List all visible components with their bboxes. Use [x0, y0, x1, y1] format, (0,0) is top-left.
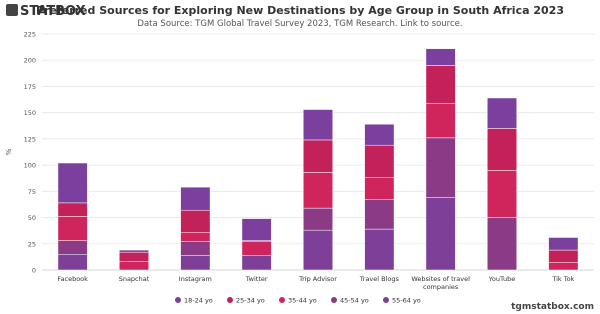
logo-icon: [6, 4, 18, 16]
legend-label[interactable]: 25-34 yo: [236, 297, 265, 305]
bar-segment[interactable]: [364, 144, 395, 178]
bar-segment[interactable]: [364, 123, 395, 146]
legend-label[interactable]: 35-44 yo: [288, 297, 317, 305]
y-tick-label: 150: [24, 109, 36, 117]
bar-segment[interactable]: [57, 216, 88, 241]
bar-segment[interactable]: [119, 249, 149, 253]
bar-segment[interactable]: [241, 255, 272, 271]
bar-segment[interactable]: [487, 217, 517, 271]
bar-segment[interactable]: [180, 255, 211, 271]
bar-segment[interactable]: [303, 172, 333, 209]
bar-segment[interactable]: [548, 237, 579, 251]
bar-segment[interactable]: [180, 231, 211, 242]
bar-segment[interactable]: [303, 139, 333, 173]
y-tick-label: 175: [24, 83, 36, 91]
y-tick-label: 125: [24, 135, 36, 143]
bar-segment[interactable]: [548, 249, 579, 263]
footer[interactable]: tgmstatbox.com: [511, 302, 594, 312]
y-tick-label: 225: [24, 31, 36, 39]
y-tick-label: 100: [24, 162, 36, 170]
bar-segment[interactable]: [303, 109, 333, 141]
bar-segment[interactable]: [425, 65, 456, 104]
x-tick-label: YouTube: [488, 275, 516, 283]
legend-label[interactable]: 45-54 yo: [340, 297, 369, 305]
bar-segment[interactable]: [487, 170, 517, 218]
bar-segment[interactable]: [364, 177, 395, 200]
bar-segment[interactable]: [303, 207, 333, 231]
x-tick-label: Instagram: [178, 275, 212, 283]
bar-segment[interactable]: [364, 228, 395, 271]
bar-segment[interactable]: [180, 209, 211, 233]
bar-segment[interactable]: [364, 199, 395, 230]
x-tick-label: Travel Blogs: [359, 275, 399, 283]
bar-segment[interactable]: [57, 254, 88, 271]
bar-segment[interactable]: [548, 262, 579, 271]
bar-segment[interactable]: [119, 261, 149, 271]
bar-segment[interactable]: [425, 137, 456, 198]
y-tick-label: 0: [32, 267, 36, 275]
x-tick-label: Tik Tok: [552, 275, 575, 283]
bar-segment[interactable]: [180, 241, 211, 256]
x-tick-label: Trip Advisor: [299, 275, 337, 283]
bar-segment[interactable]: [425, 102, 456, 139]
bar-segment[interactable]: [180, 186, 211, 211]
legend-marker[interactable]: [279, 297, 285, 303]
bar-segment[interactable]: [425, 48, 456, 66]
x-tick-label: Facebook: [57, 275, 88, 283]
x-tick-label: Websites of travel companies: [411, 275, 470, 291]
chart-title: Preferred Sources for Exploring New Dest…: [36, 4, 564, 17]
bar-segment[interactable]: [241, 218, 272, 241]
bar-segment[interactable]: [57, 240, 88, 255]
legend-label[interactable]: 55-64 yo: [392, 297, 421, 305]
logo: STATBOX: [20, 4, 86, 19]
y-tick-label: 50: [28, 214, 36, 222]
bar-segment[interactable]: [57, 202, 88, 217]
y-tick-label: 75: [28, 188, 36, 196]
bar-segment[interactable]: [487, 128, 517, 171]
y-tick-label: 200: [24, 57, 36, 65]
bar-segment[interactable]: [57, 162, 88, 204]
legend-marker[interactable]: [383, 297, 389, 303]
bar-segment[interactable]: [487, 97, 517, 129]
bar-segment[interactable]: [119, 251, 149, 262]
legend-marker[interactable]: [227, 297, 233, 303]
y-tick-label: 25: [28, 240, 36, 248]
bar-segment[interactable]: [303, 229, 333, 271]
y-axis-label: %: [5, 148, 13, 155]
legend-marker[interactable]: [175, 297, 181, 303]
x-tick-label: Snapchat: [118, 275, 150, 283]
bar-segment[interactable]: [425, 197, 456, 271]
bar-segment[interactable]: [241, 241, 272, 256]
legend-label[interactable]: 18-24 yo: [184, 297, 213, 305]
x-tick-label: Twitter: [245, 275, 268, 283]
legend-marker[interactable]: [331, 297, 337, 303]
chart-subtitle[interactable]: Data Source: TGM Global Travel Survey 20…: [137, 19, 462, 29]
